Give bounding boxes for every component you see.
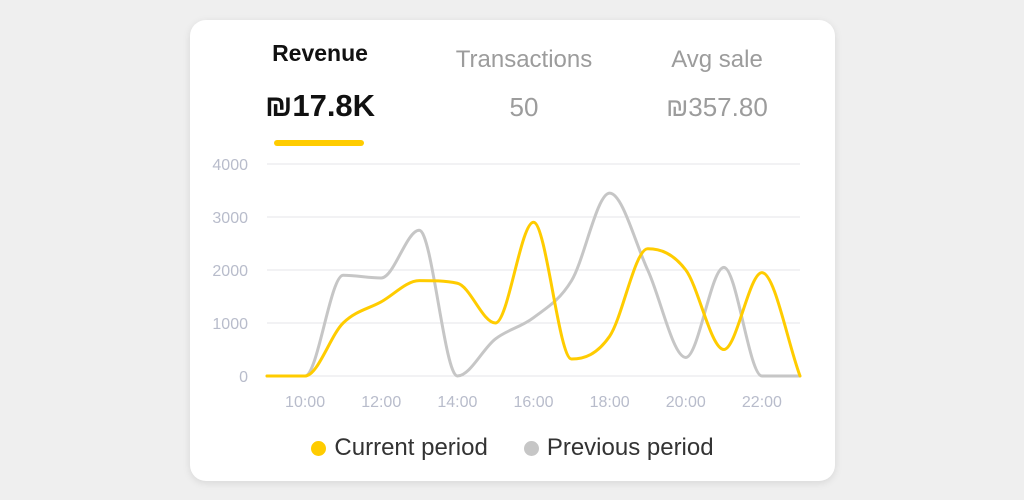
tab-transactions-value: 50 bbox=[509, 92, 539, 122]
x-tick-label: 10:00 bbox=[285, 394, 325, 411]
legend-dot-current bbox=[311, 440, 327, 456]
x-tick-label: 14:00 bbox=[437, 394, 477, 411]
series-line-previous bbox=[265, 191, 802, 378]
active-tab-indicator bbox=[274, 140, 364, 146]
revenue-card: Revenue ₪17.8K Transactions 50 Avg sale … bbox=[190, 20, 835, 481]
x-tick-label: 22:00 bbox=[742, 394, 782, 411]
tab-revenue-label: Revenue bbox=[272, 40, 368, 66]
x-tick-label: 20:00 bbox=[666, 394, 706, 411]
legend-dot-previous bbox=[523, 440, 539, 456]
revenue-line-chart: 0 1000 2000 3000 4000 10:00 12:00 14:00 16:00 18:… bbox=[212, 157, 802, 411]
y-tick-label: 4000 bbox=[212, 157, 248, 174]
y-tick-label: 1000 bbox=[212, 316, 248, 333]
tab-avg-sale-label: Avg sale bbox=[671, 46, 763, 73]
legend-item-previous[interactable]: Previous period bbox=[523, 434, 714, 462]
legend-item-current[interactable]: Current period bbox=[311, 434, 488, 462]
series-line-current bbox=[265, 220, 802, 378]
y-tick-label: 0 bbox=[239, 369, 248, 386]
chart-legend: Current period Previous period bbox=[190, 434, 835, 462]
tab-avg-sale-value: ₪357.80 bbox=[666, 92, 768, 122]
x-tick-label: 18:00 bbox=[590, 394, 630, 411]
legend-label-previous: Previous period bbox=[546, 434, 714, 461]
legend-label-current: Current period bbox=[334, 434, 488, 461]
tab-transactions-label: Transactions bbox=[455, 46, 593, 73]
x-tick-label: 12:00 bbox=[361, 394, 401, 411]
y-tick-label: 2000 bbox=[212, 263, 248, 280]
tab-revenue-value: ₪17.8K bbox=[264, 88, 376, 123]
x-tick-label: 16:00 bbox=[513, 394, 553, 411]
y-tick-label: 3000 bbox=[212, 210, 248, 227]
